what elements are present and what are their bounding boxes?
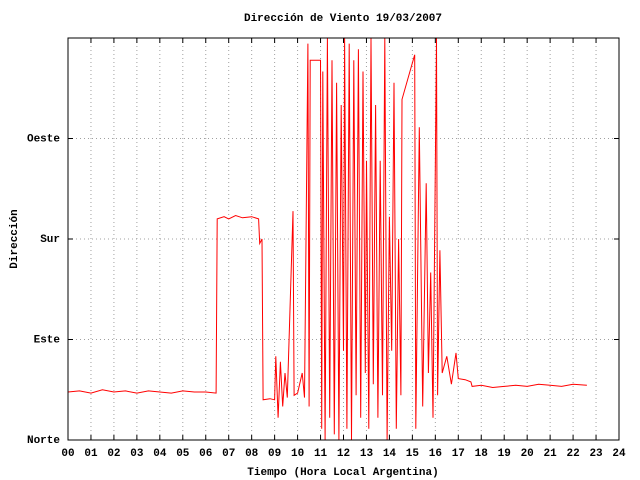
x-tick-label: 16 [429, 448, 442, 460]
x-tick-label: 23 [589, 448, 603, 460]
plot-frame [67, 37, 620, 441]
x-tick-label: 07 [222, 448, 235, 460]
data-line [67, 37, 587, 441]
x-tick-label: 00 [61, 448, 74, 460]
chart-title: Dirección de Viento 19/03/2007 [244, 13, 442, 25]
y-tick-label: Norte [27, 435, 60, 447]
x-tick-label: 18 [475, 448, 489, 460]
x-tick-label: 13 [360, 448, 374, 460]
x-tick-label: 14 [383, 448, 397, 460]
y-tick-label: Sur [40, 234, 60, 246]
y-tick-label: Oeste [27, 133, 60, 145]
x-tick-label: 24 [612, 448, 626, 460]
x-tick-label: 22 [566, 448, 579, 460]
x-tick-label: 05 [176, 448, 190, 460]
x-tick-label: 17 [452, 448, 465, 460]
y-tick-label: Este [34, 334, 61, 346]
x-tick-label: 08 [245, 448, 259, 460]
x-tick-label: 03 [130, 448, 144, 460]
y-axis-label: Dirección [9, 209, 21, 268]
x-tick-label: 11 [314, 448, 328, 460]
x-tick-label: 02 [107, 448, 120, 460]
x-tick-label: 01 [84, 448, 98, 460]
x-tick-label: 04 [153, 448, 167, 460]
x-tick-label: 19 [498, 448, 511, 460]
x-tick-label: 06 [199, 448, 212, 460]
x-tick-label: 20 [521, 448, 534, 460]
x-tick-label: 15 [406, 448, 420, 460]
x-axis-label: Tiempo (Hora Local Argentina) [247, 467, 438, 479]
x-tick-label: 09 [268, 448, 281, 460]
x-tick-label: 10 [291, 448, 304, 460]
x-tick-label: 12 [337, 448, 350, 460]
x-tick-label: 21 [544, 448, 558, 460]
